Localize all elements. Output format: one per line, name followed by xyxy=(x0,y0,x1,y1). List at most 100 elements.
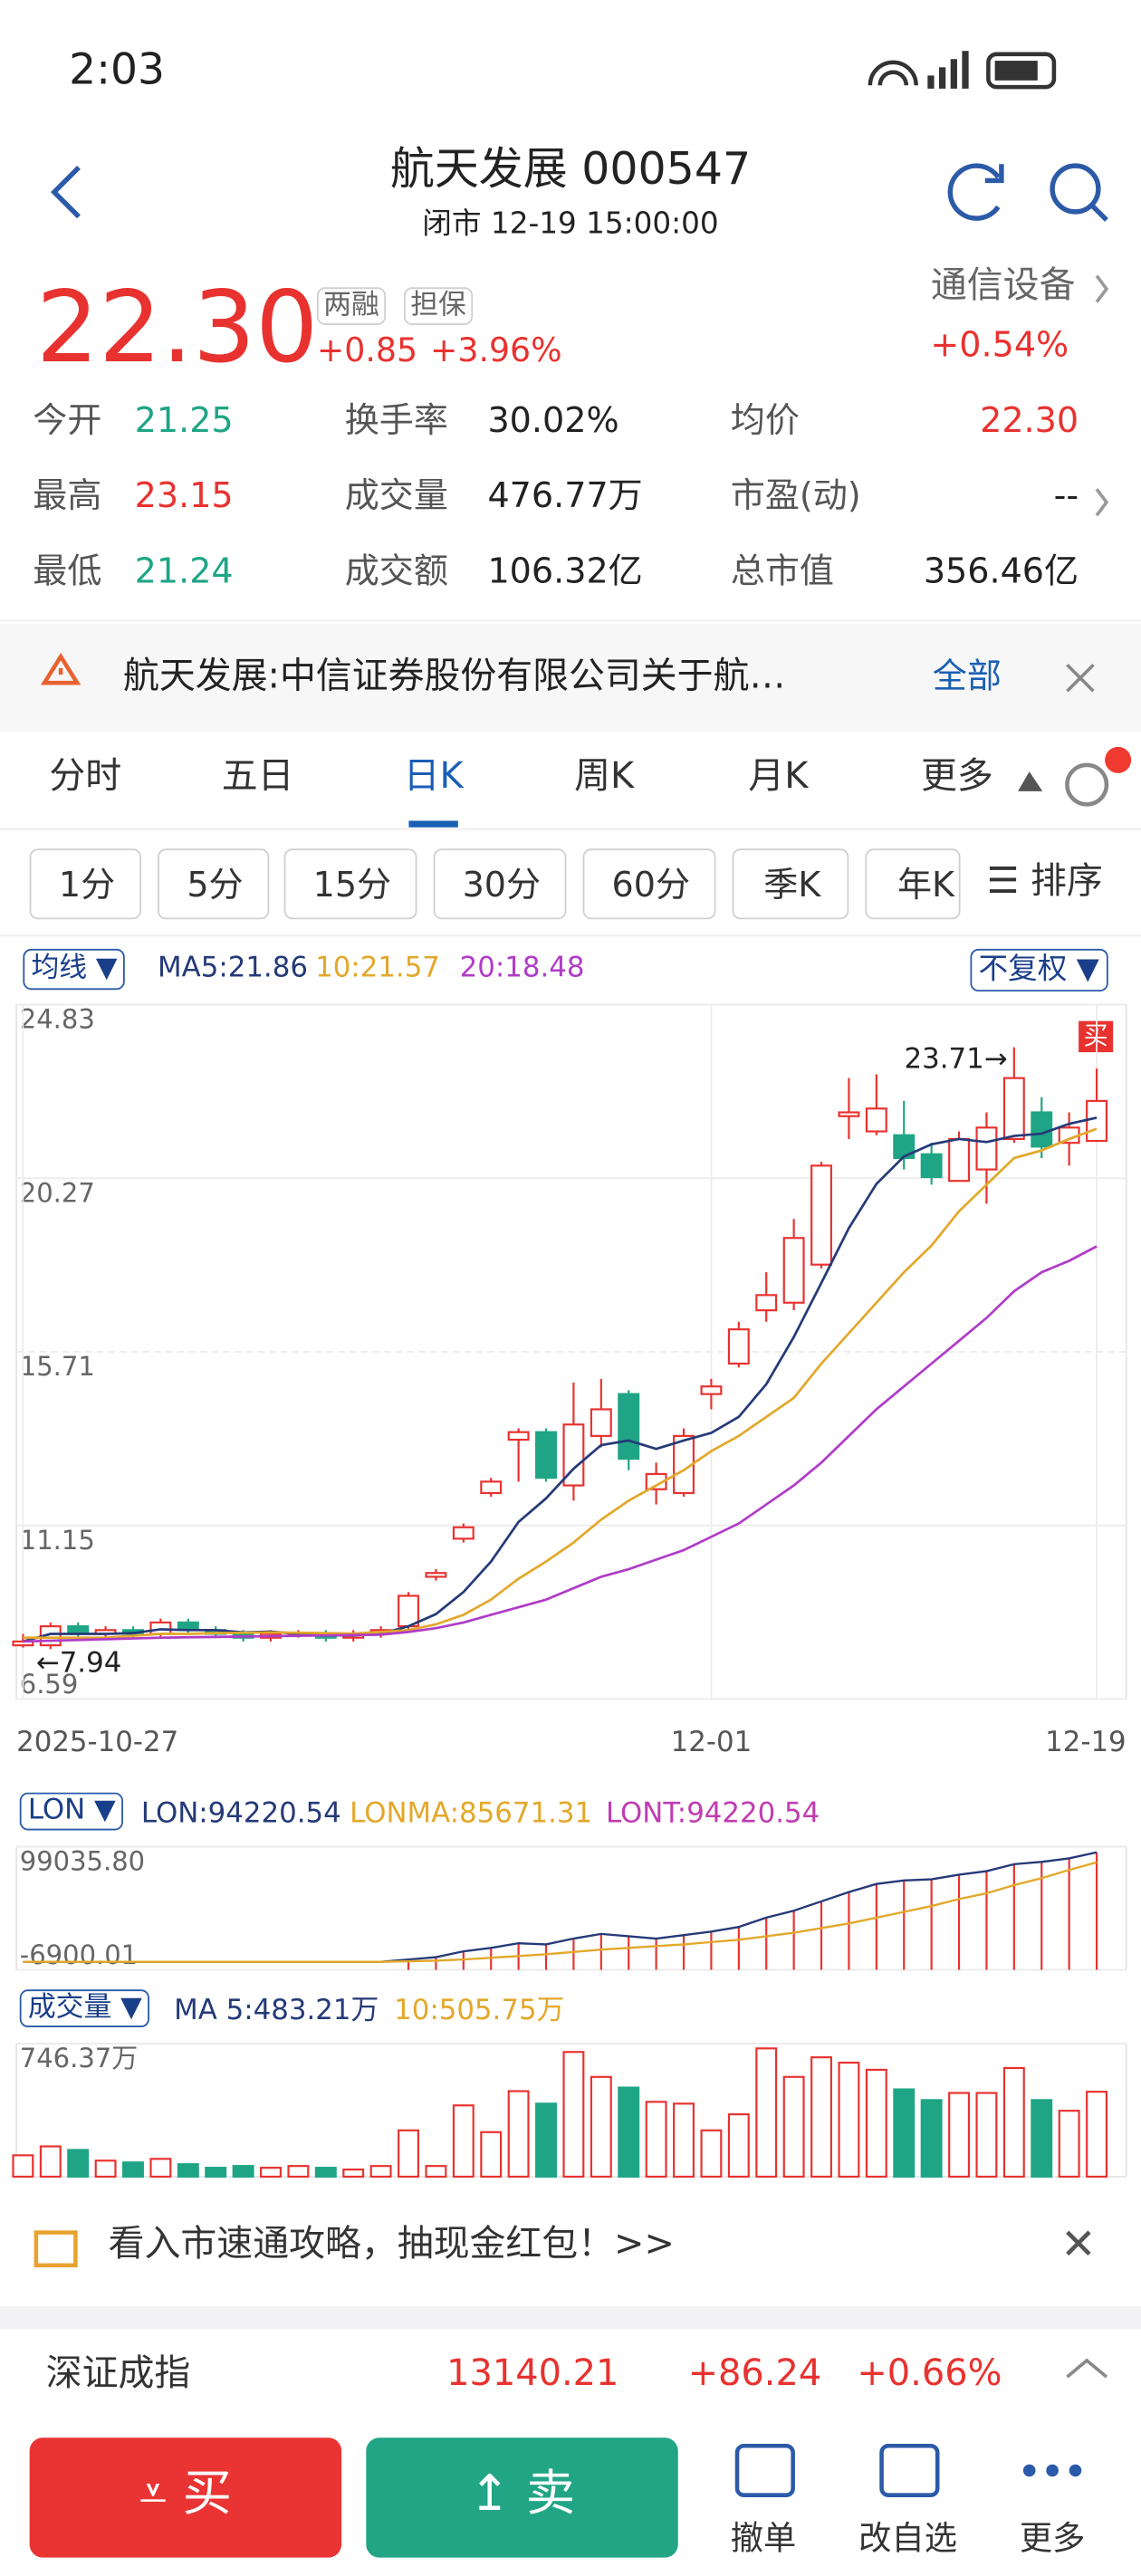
volume-bar xyxy=(1031,2099,1053,2179)
period-button[interactable]: 30分 xyxy=(433,848,567,920)
lonma-legend: LONMA:85671.31 xyxy=(350,1797,593,1831)
volume-bar xyxy=(342,2169,365,2179)
volume-bar xyxy=(94,2159,117,2179)
sell-button[interactable] xyxy=(366,2437,678,2558)
volume-bar xyxy=(810,2056,832,2179)
volume-bar xyxy=(369,2165,392,2179)
candle-body xyxy=(1031,1111,1053,1148)
stat-value: 23.15 xyxy=(134,475,234,516)
stat-label: 最低 xyxy=(33,551,102,591)
tab[interactable]: 月K xyxy=(748,756,809,799)
candle-body xyxy=(369,1629,392,1635)
stat-label: 市盈(动) xyxy=(730,475,861,516)
sort-label[interactable]: ☰ 排序 xyxy=(986,861,1103,904)
subtitle: 闭市 12-19 15:00:00 xyxy=(422,206,719,242)
extreme-label: 23.71→ xyxy=(905,1043,1008,1076)
stat-label: 换手率 xyxy=(344,400,448,440)
volume-bar xyxy=(838,2061,860,2179)
candle-body xyxy=(39,1625,62,1647)
sector[interactable]: 通信设备 xyxy=(930,265,1076,308)
adjust-label: 不复权 xyxy=(978,952,1068,987)
period-button[interactable]: 15分 xyxy=(283,848,417,920)
ma-line xyxy=(23,1116,1098,1643)
ma-line xyxy=(23,1245,1098,1643)
ma10-legend: 10:21.57 xyxy=(315,952,440,985)
x-tick-label: 2025-10-27 xyxy=(16,1726,178,1758)
stat-label: 今开 xyxy=(33,400,102,440)
watch[interactable]: 改自选 xyxy=(858,2518,957,2558)
volume-bar xyxy=(782,2075,805,2179)
tab[interactable]: 更多 xyxy=(921,756,993,799)
period-button[interactable]: 季K xyxy=(732,848,849,920)
ma-selector[interactable]: 均线 ▼ xyxy=(23,948,126,991)
index-change: +86.24 xyxy=(687,2353,822,2396)
action-icons[interactable] xyxy=(734,2444,1082,2497)
candle-body xyxy=(480,1480,503,1495)
stat-value: -- xyxy=(1053,475,1079,516)
lon-line xyxy=(23,1851,1098,1963)
extreme-label: ←7.94 xyxy=(36,1646,121,1679)
signal-icon xyxy=(927,51,969,89)
volume-bar xyxy=(425,2165,447,2179)
volume-bar xyxy=(39,2145,62,2179)
candle-body xyxy=(782,1237,805,1304)
volume-bar xyxy=(975,2092,998,2179)
news-all[interactable]: 全部 xyxy=(932,656,1002,696)
candle-body xyxy=(205,1629,227,1635)
adjust-selector[interactable]: 不复权 ▼ xyxy=(970,948,1107,992)
sector-pct: +0.54% xyxy=(930,324,1069,365)
more[interactable]: 更多 xyxy=(1019,2518,1086,2558)
tag: 担保 xyxy=(403,287,474,325)
volume-bar xyxy=(673,2102,695,2179)
candle-body xyxy=(260,1633,282,1639)
y-tick-label: 99035.80 xyxy=(20,1846,145,1877)
promo-row[interactable] xyxy=(0,2188,1141,2307)
index-name[interactable]: 深证成指 xyxy=(45,2353,191,2396)
tab[interactable]: 日K xyxy=(403,756,464,799)
y-tick-label: 24.83 xyxy=(20,1004,95,1035)
separator xyxy=(0,2306,1141,2330)
settings-icon[interactable] xyxy=(1065,762,1109,807)
stat-label: 均价 xyxy=(730,400,800,440)
volume-bar xyxy=(700,2129,723,2179)
period-button[interactable]: 1分 xyxy=(29,848,141,920)
candle-body xyxy=(535,1431,557,1480)
volume-bar xyxy=(1002,2066,1025,2179)
period-button[interactable]: 年K xyxy=(865,848,961,920)
volume-bar xyxy=(865,2068,887,2179)
tab[interactable]: 周K xyxy=(574,756,635,799)
promo-close[interactable]: ✕ xyxy=(1060,2220,1097,2271)
change: +0.85 xyxy=(316,330,418,369)
sell-text: 卖 xyxy=(525,2466,576,2523)
candle-body xyxy=(893,1134,916,1160)
vol-selector[interactable]: 成交量 ▼ xyxy=(19,1989,150,2027)
lon-line xyxy=(23,1861,1098,1963)
x-tick-label: 12-01 xyxy=(671,1726,753,1758)
buy-text: 买 xyxy=(182,2466,233,2523)
tab[interactable]: 分时 xyxy=(49,756,122,799)
tab[interactable]: 五日 xyxy=(221,756,294,799)
stat-value: 22.30 xyxy=(980,400,1079,440)
stat-label: 总市值 xyxy=(730,551,834,591)
period-button[interactable]: 5分 xyxy=(158,848,270,920)
volume-bar xyxy=(590,2075,612,2179)
y-tick-label: 746.37万 xyxy=(20,2043,138,2073)
title: 航天发展 000547 xyxy=(389,144,752,196)
cancel[interactable]: 撤单 xyxy=(730,2518,797,2558)
news[interactable]: 航天发展:中信证券股份有限公司关于航… xyxy=(122,656,786,698)
period-button[interactable]: 60分 xyxy=(582,848,716,920)
candle-body xyxy=(1086,1099,1108,1143)
news-row[interactable] xyxy=(0,623,1141,733)
volume-bar xyxy=(480,2131,503,2179)
candle-body xyxy=(590,1408,612,1437)
lon-legend: LON:94220.54 xyxy=(140,1797,341,1831)
lon-selector[interactable]: LON ▼ xyxy=(19,1792,124,1831)
candle-body xyxy=(425,1572,447,1578)
candle-body xyxy=(865,1107,887,1133)
volume-bar xyxy=(205,2167,227,2179)
promo[interactable]: 看入市速通攻略，抽现金红包！>> xyxy=(108,2224,675,2265)
buy-button[interactable] xyxy=(29,2437,342,2558)
volume-bar xyxy=(948,2092,971,2179)
y-tick-label: 15.71 xyxy=(20,1351,95,1382)
